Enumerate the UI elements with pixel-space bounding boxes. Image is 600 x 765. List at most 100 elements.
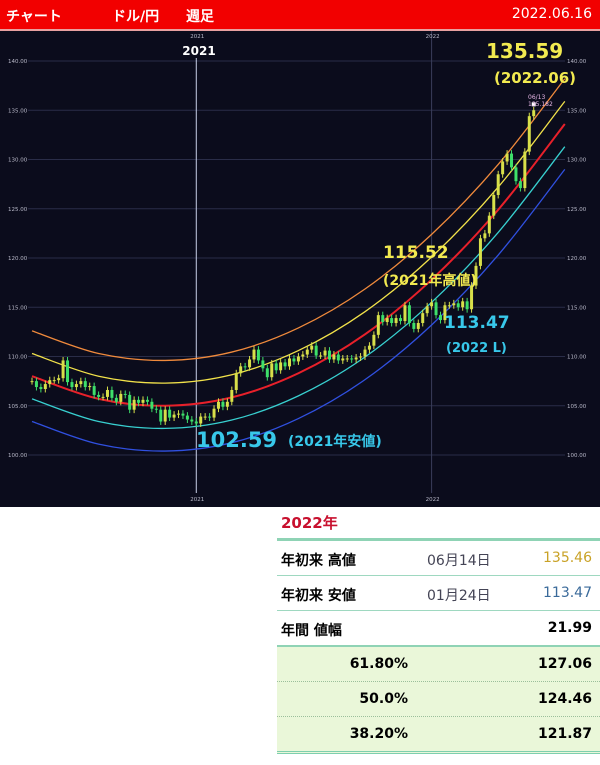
candle-body xyxy=(359,356,363,358)
candle-body xyxy=(163,409,167,422)
y-tick-label-left: 115.00 xyxy=(8,305,28,311)
band-line xyxy=(31,78,566,362)
x-tick-label-top: 2021 xyxy=(190,34,204,40)
candle-body xyxy=(363,349,367,357)
y-tick-label-right: 115.00 xyxy=(567,305,587,311)
candle-body xyxy=(190,419,194,422)
candle-body xyxy=(114,397,118,402)
candle-body xyxy=(168,409,172,418)
candle-body xyxy=(354,357,358,360)
candle-body xyxy=(456,303,460,308)
y-tick-label-left: 120.00 xyxy=(8,256,28,262)
candle-body xyxy=(97,394,101,397)
candle-body xyxy=(323,350,327,356)
candle-body xyxy=(216,401,220,409)
candle-body xyxy=(30,381,34,383)
candle-body xyxy=(52,380,56,382)
table-row-range: 年間 値幅 21.99 xyxy=(277,611,600,647)
stats-table: 2022年 年初来 高値 06月14日 135.46 年初来 安値 01月24日… xyxy=(277,508,600,754)
candle-body xyxy=(199,416,203,424)
candle-body xyxy=(119,393,123,402)
candle-body xyxy=(292,358,296,362)
candle-body xyxy=(256,349,260,361)
candle-body xyxy=(83,381,87,388)
candle-body xyxy=(288,358,292,367)
candle-body xyxy=(452,303,456,306)
candle-body xyxy=(150,401,154,409)
candle-body xyxy=(74,384,78,388)
candle-body xyxy=(123,393,127,395)
table-row-ytd-low: 年初来 安値 01月24日 113.47 xyxy=(277,576,600,611)
candle-body xyxy=(221,401,225,407)
annotation-2021-low-value: 102.59 xyxy=(196,428,278,452)
candle-body xyxy=(128,394,132,410)
candle-body xyxy=(483,233,487,239)
candle-body xyxy=(239,366,243,374)
candle-body xyxy=(279,362,283,371)
candle-body xyxy=(327,350,331,360)
row-label: 年間 値幅 xyxy=(281,623,342,639)
annotation-2021-low-label: (2021年安値) xyxy=(288,434,382,450)
candle-body xyxy=(110,389,114,398)
fib-value: 127.06 xyxy=(537,656,592,672)
candle-body xyxy=(430,302,434,307)
table-row-ytd-high: 年初来 高値 06月14日 135.46 xyxy=(277,541,600,576)
timeframe: 週足 xyxy=(186,9,214,25)
candle-body xyxy=(79,381,83,385)
row-value: 21.99 xyxy=(547,620,592,636)
candle-body xyxy=(57,378,61,381)
peak-tag-date: 06/13 xyxy=(528,94,546,101)
candle-body xyxy=(399,318,403,322)
x-tick-label-bottom: 2021 xyxy=(190,497,204,503)
candle-body xyxy=(407,305,411,324)
candle-body xyxy=(274,363,278,371)
header-bar: チャート ドル/円 週足 2022.06.16 xyxy=(0,0,600,31)
y-tick-label-right: 105.00 xyxy=(567,404,587,410)
candle-body xyxy=(208,416,212,418)
candle-body xyxy=(172,414,176,418)
x-tick-label-bottom: 2022 xyxy=(426,497,440,503)
y-tick-label-left: 135.00 xyxy=(8,108,28,114)
candle-body xyxy=(501,161,505,175)
candle-body xyxy=(305,349,309,355)
candle-body xyxy=(505,153,509,162)
y-tick-label-right: 135.00 xyxy=(567,108,587,114)
y-tick-label-left: 105.00 xyxy=(8,404,28,410)
row-value: 135.46 xyxy=(543,550,592,566)
candle-body xyxy=(518,181,522,189)
candle-body xyxy=(132,399,136,410)
candle-body xyxy=(225,401,229,407)
header-date: 2022.06.16 xyxy=(511,6,592,22)
candle-body xyxy=(412,323,416,329)
annotation-2022-low-label: (2022 L) xyxy=(446,341,507,356)
candle-body xyxy=(101,396,105,398)
candle-body xyxy=(421,313,425,324)
candle-body xyxy=(296,356,300,362)
candle-body xyxy=(478,238,482,266)
candle-body xyxy=(159,409,163,422)
candle-body xyxy=(385,318,389,323)
annotation-high-period: (2022.06) xyxy=(494,69,577,87)
y-tick-label-right: 120.00 xyxy=(567,256,587,262)
annotation-high-value: 135.59 xyxy=(486,39,564,63)
candle-body xyxy=(270,363,274,378)
candle-body xyxy=(532,110,536,117)
peak-tag-value: 135.182 xyxy=(528,101,553,108)
candle-body xyxy=(48,380,52,385)
candle-body xyxy=(145,399,149,402)
row-value: 113.47 xyxy=(543,585,592,601)
candle-body xyxy=(105,389,109,397)
candle-body xyxy=(332,354,336,360)
candle-body xyxy=(470,285,474,310)
candle-body xyxy=(92,386,96,395)
candle-body xyxy=(319,355,323,357)
annotation-2021-high-value: 115.52 xyxy=(383,243,449,263)
candle-body xyxy=(154,408,158,410)
candle-body xyxy=(341,358,345,361)
candle-body xyxy=(177,413,181,415)
candle-body xyxy=(34,381,38,388)
currency-pair: ドル/円 xyxy=(112,9,160,25)
candle-body xyxy=(88,386,92,388)
candle-body xyxy=(514,167,518,182)
candle-body xyxy=(510,153,514,168)
